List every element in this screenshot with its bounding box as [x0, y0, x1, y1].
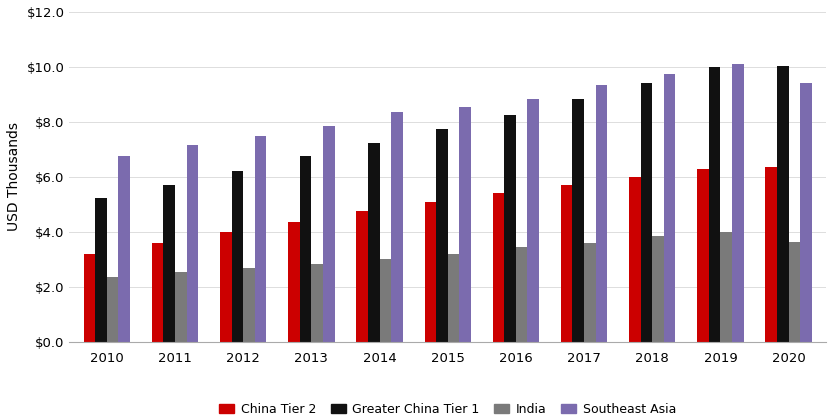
Bar: [255, 136, 267, 342]
Bar: [584, 243, 596, 342]
Bar: [447, 254, 459, 342]
Bar: [709, 67, 721, 342]
Bar: [492, 193, 504, 342]
Bar: [652, 236, 664, 342]
Bar: [527, 98, 539, 342]
Bar: [504, 115, 516, 342]
Bar: [368, 143, 380, 342]
Bar: [152, 243, 163, 342]
Bar: [357, 211, 368, 342]
Bar: [516, 247, 527, 342]
Bar: [232, 171, 243, 342]
Bar: [175, 272, 187, 342]
Bar: [732, 64, 744, 342]
Bar: [220, 232, 232, 342]
Bar: [83, 254, 95, 342]
Bar: [118, 156, 130, 342]
Bar: [163, 185, 175, 342]
Bar: [380, 259, 392, 342]
Bar: [243, 268, 255, 342]
Bar: [300, 156, 312, 342]
Bar: [721, 232, 732, 342]
Bar: [436, 129, 447, 342]
Bar: [459, 107, 471, 342]
Bar: [572, 98, 584, 342]
Bar: [312, 264, 323, 342]
Bar: [392, 112, 402, 342]
Bar: [187, 145, 198, 342]
Bar: [288, 222, 300, 342]
Bar: [425, 202, 436, 342]
Bar: [664, 74, 676, 342]
Bar: [697, 169, 709, 342]
Bar: [596, 85, 607, 342]
Bar: [801, 83, 811, 342]
Bar: [107, 277, 118, 342]
Bar: [766, 167, 777, 342]
Y-axis label: USD Thousands: USD Thousands: [7, 123, 21, 231]
Bar: [323, 126, 335, 342]
Bar: [777, 65, 789, 342]
Bar: [641, 83, 652, 342]
Bar: [789, 241, 801, 342]
Bar: [95, 198, 107, 342]
Bar: [561, 185, 572, 342]
Bar: [629, 177, 641, 342]
Legend: China Tier 2, Greater China Tier 1, India, Southeast Asia: China Tier 2, Greater China Tier 1, Indi…: [214, 398, 681, 417]
